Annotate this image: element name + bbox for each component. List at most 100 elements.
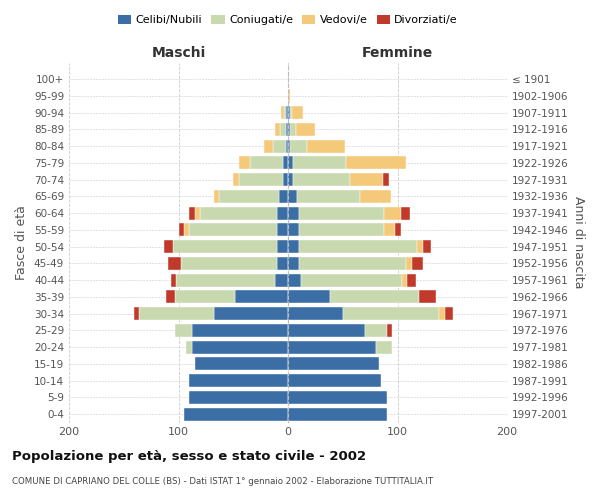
Bar <box>176 274 275 286</box>
Bar <box>288 90 290 102</box>
Bar <box>288 257 299 270</box>
Bar <box>286 106 288 120</box>
Bar <box>288 374 381 387</box>
Bar <box>181 257 277 270</box>
Bar <box>191 324 288 337</box>
Bar <box>296 123 316 136</box>
Bar <box>288 140 290 153</box>
Bar <box>233 173 239 186</box>
Bar <box>186 340 191 353</box>
Bar <box>173 240 277 253</box>
Text: Maschi: Maschi <box>151 46 206 60</box>
Bar <box>299 206 385 220</box>
Bar <box>412 257 422 270</box>
Bar <box>386 324 392 337</box>
Bar <box>277 206 288 220</box>
Bar <box>407 274 416 286</box>
Bar <box>281 106 284 120</box>
Bar <box>288 206 299 220</box>
Bar <box>184 408 288 420</box>
Text: Femmine: Femmine <box>362 46 433 60</box>
Bar <box>190 206 195 220</box>
Bar <box>402 274 407 286</box>
Bar <box>134 307 139 320</box>
Y-axis label: Fasce di età: Fasce di età <box>16 205 28 280</box>
Bar <box>293 156 346 170</box>
Bar <box>250 156 283 170</box>
Bar <box>279 190 288 203</box>
Bar <box>164 240 173 253</box>
Bar <box>307 140 345 153</box>
Bar <box>277 240 288 253</box>
Bar <box>445 307 454 320</box>
Bar <box>288 123 290 136</box>
Bar <box>385 206 401 220</box>
Bar <box>293 173 350 186</box>
Bar <box>191 340 288 353</box>
Bar <box>280 123 286 136</box>
Bar <box>139 307 214 320</box>
Bar <box>264 140 272 153</box>
Y-axis label: Anni di nascita: Anni di nascita <box>572 196 585 289</box>
Bar <box>288 324 365 337</box>
Bar <box>167 257 181 270</box>
Bar <box>288 408 386 420</box>
Bar <box>171 274 176 286</box>
Bar <box>419 290 436 304</box>
Bar <box>195 206 200 220</box>
Bar <box>343 307 439 320</box>
Bar <box>288 224 299 236</box>
Bar <box>214 190 219 203</box>
Bar <box>395 224 401 236</box>
Bar <box>214 307 288 320</box>
Bar <box>383 173 389 186</box>
Bar <box>365 324 386 337</box>
Legend: Celibi/Nubili, Coniugati/e, Vedovi/e, Divorziati/e: Celibi/Nubili, Coniugati/e, Vedovi/e, Di… <box>113 10 463 30</box>
Bar <box>283 156 288 170</box>
Bar <box>288 290 329 304</box>
Bar <box>288 156 293 170</box>
Bar <box>284 106 286 120</box>
Bar <box>288 106 290 120</box>
Bar <box>288 274 301 286</box>
Bar <box>277 257 288 270</box>
Bar <box>301 274 402 286</box>
Bar <box>275 123 280 136</box>
Bar <box>406 257 412 270</box>
Bar <box>288 240 299 253</box>
Bar <box>290 123 296 136</box>
Bar <box>288 340 376 353</box>
Bar <box>200 206 277 220</box>
Bar <box>288 358 379 370</box>
Bar <box>299 224 385 236</box>
Bar <box>288 307 343 320</box>
Bar <box>166 290 175 304</box>
Bar <box>275 274 288 286</box>
Text: COMUNE DI CAPRIANO DEL COLLE (BS) - Dati ISTAT 1° gennaio 2002 - Elaborazione TU: COMUNE DI CAPRIANO DEL COLLE (BS) - Dati… <box>12 478 433 486</box>
Text: Popolazione per età, sesso e stato civile - 2002: Popolazione per età, sesso e stato civil… <box>12 450 366 463</box>
Bar <box>360 190 391 203</box>
Bar <box>179 224 184 236</box>
Bar <box>292 106 304 120</box>
Bar <box>239 156 250 170</box>
Bar <box>290 140 307 153</box>
Bar <box>190 224 277 236</box>
Bar <box>350 173 383 186</box>
Bar <box>385 224 395 236</box>
Bar <box>329 290 419 304</box>
Bar <box>288 391 386 404</box>
Bar <box>190 391 288 404</box>
Bar <box>417 240 422 253</box>
Bar <box>272 140 286 153</box>
Bar <box>239 173 283 186</box>
Bar <box>439 307 445 320</box>
Bar <box>277 224 288 236</box>
Bar <box>346 156 406 170</box>
Bar <box>288 190 297 203</box>
Bar <box>297 190 360 203</box>
Bar <box>401 206 410 220</box>
Bar <box>283 173 288 186</box>
Bar <box>190 374 288 387</box>
Bar <box>219 190 279 203</box>
Bar <box>184 224 190 236</box>
